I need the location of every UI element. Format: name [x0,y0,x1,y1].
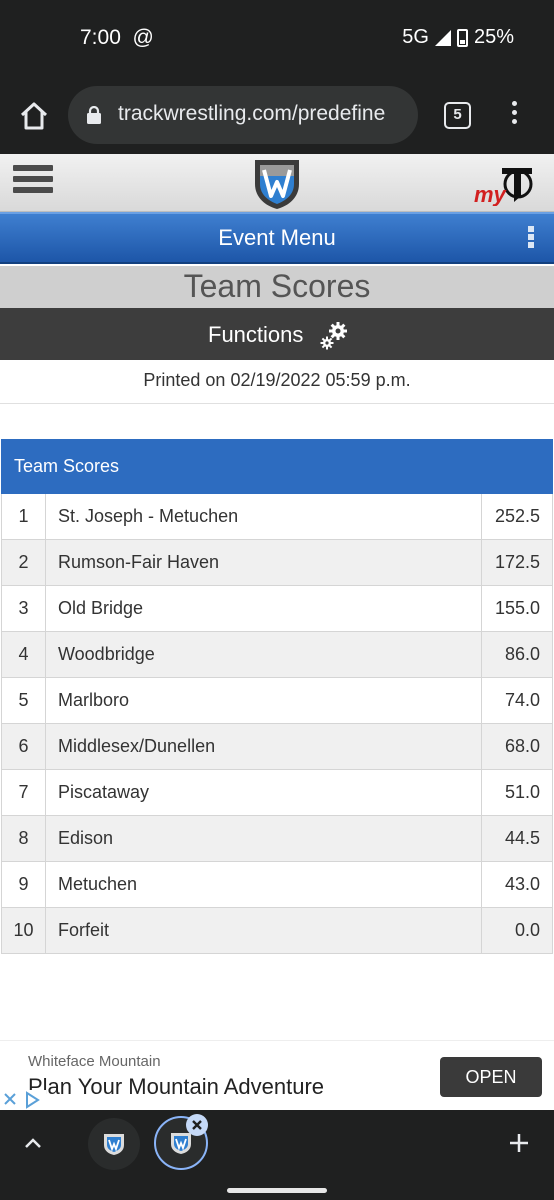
gears-icon[interactable] [318,320,350,352]
printed-on-text: Printed on 02/19/2022 05:59 p.m. [143,370,411,390]
functions-label: Functions [208,322,304,347]
score-cell: 74.0 [481,677,553,724]
team-name-cell: St. Joseph - Metuchen [45,493,482,540]
trackwrestling-favicon-icon [171,1133,191,1154]
score-cell: 172.5 [481,539,553,586]
score-cell: 68.0 [481,723,553,770]
table-row: 8 Edison 44.5 [1,815,553,862]
url-text: trackwrestling.com/predefine [118,102,386,125]
bottom-tab-strip [0,1110,554,1200]
trackwrestling-favicon-icon [104,1134,124,1155]
score-cell: 51.0 [481,769,553,816]
ad-choices-icon[interactable] [0,1090,46,1110]
rank-cell: 1 [1,493,46,540]
table-row: 9 Metuchen 43.0 [1,861,553,908]
score-cell: 155.0 [481,585,553,632]
more-options-icon[interactable] [508,98,520,134]
team-name-cell: Rumson-Fair Haven [45,539,482,586]
table-row: 5 Marlboro 74.0 [1,677,553,724]
table-row: 6 Middlesex/Dunellen 68.0 [1,723,553,770]
battery-icon [456,28,468,47]
table-row: 4 Woodbridge 86.0 [1,631,553,678]
table-row: 7 Piscataway 51.0 [1,769,553,816]
rank-cell: 2 [1,539,46,586]
functions-bar[interactable]: Functions [0,308,554,360]
score-cell: 44.5 [481,815,553,862]
score-cell: 43.0 [481,861,553,908]
rank-cell: 5 [1,677,46,724]
rank-cell: 10 [1,907,46,954]
table-row: 10 Forfeit 0.0 [1,907,553,954]
team-name-cell: Forfeit [45,907,482,954]
close-tab-icon[interactable] [186,1114,208,1136]
status-right: 5G 25% [402,26,514,49]
my-trackwrestling-icon[interactable]: my [474,162,534,206]
team-name-cell: Metuchen [45,861,482,908]
new-tab-plus-icon[interactable] [508,1132,530,1154]
score-cell: 86.0 [481,631,553,678]
signal-icon [434,29,451,46]
team-name-cell: Edison [45,815,482,862]
team-name-cell: Woodbridge [45,631,482,678]
table-row: 2 Rumson-Fair Haven 172.5 [1,539,553,586]
status-time: 7:00 [80,26,121,49]
lock-icon [87,106,101,124]
my-logo-text: my [474,182,508,206]
hamburger-menu-icon[interactable] [13,165,53,199]
rank-cell: 3 [1,585,46,632]
divider [0,403,554,404]
page-title-bar: Team Scores [0,266,554,308]
table-header-row: Team Scores [1,439,553,494]
rank-cell: 7 [1,769,46,816]
status-bar: 7:00 @ 5G 25% [0,0,554,78]
network-type: 5G [402,26,429,48]
rank-cell: 8 [1,815,46,862]
page-title: Team Scores [183,268,371,304]
ad-banner[interactable]: Whiteface Mountain Plan Your Mountain Ad… [0,1040,554,1110]
score-cell: 0.0 [481,907,553,954]
battery-level: 25% [473,26,514,48]
event-menu-options-icon[interactable] [528,226,534,250]
browser-toolbar: trackwrestling.com/predefine 5 [0,78,554,154]
home-icon[interactable] [18,100,50,132]
ad-headline: Plan Your Mountain Adventure [28,1074,325,1099]
at-sign-icon: @ [132,26,154,49]
team-name-cell: Marlboro [45,677,482,724]
event-menu-label: Event Menu [218,225,336,250]
table-row: 1 St. Joseph - Metuchen 252.5 [1,493,553,540]
score-cell: 252.5 [481,493,553,540]
event-menu-bar[interactable]: Event Menu [0,212,554,264]
team-name-cell: Middlesex/Dunellen [45,723,482,770]
team-name-cell: Old Bridge [45,585,482,632]
table-header: Team Scores [1,439,553,494]
team-name-cell: Piscataway [45,769,482,816]
table-row: 3 Old Bridge 155.0 [1,585,553,632]
team-scores-table: Team Scores 1 St. Joseph - Metuchen 252.… [1,439,553,954]
address-bar[interactable]: trackwrestling.com/predefine [68,86,418,144]
rank-cell: 4 [1,631,46,678]
tab-switcher-button[interactable]: 5 [444,102,471,129]
rank-cell: 6 [1,723,46,770]
trackwrestling-logo-icon[interactable] [252,156,302,210]
rank-cell: 9 [1,861,46,908]
chevron-up-icon[interactable] [22,1132,44,1154]
site-header: my [0,154,554,212]
ad-advertiser: Whiteface Mountain [28,1053,161,1070]
gesture-navigation-bar[interactable] [227,1188,327,1193]
ad-open-button[interactable]: OPEN [440,1057,542,1097]
tab-thumbnail[interactable] [88,1118,140,1170]
